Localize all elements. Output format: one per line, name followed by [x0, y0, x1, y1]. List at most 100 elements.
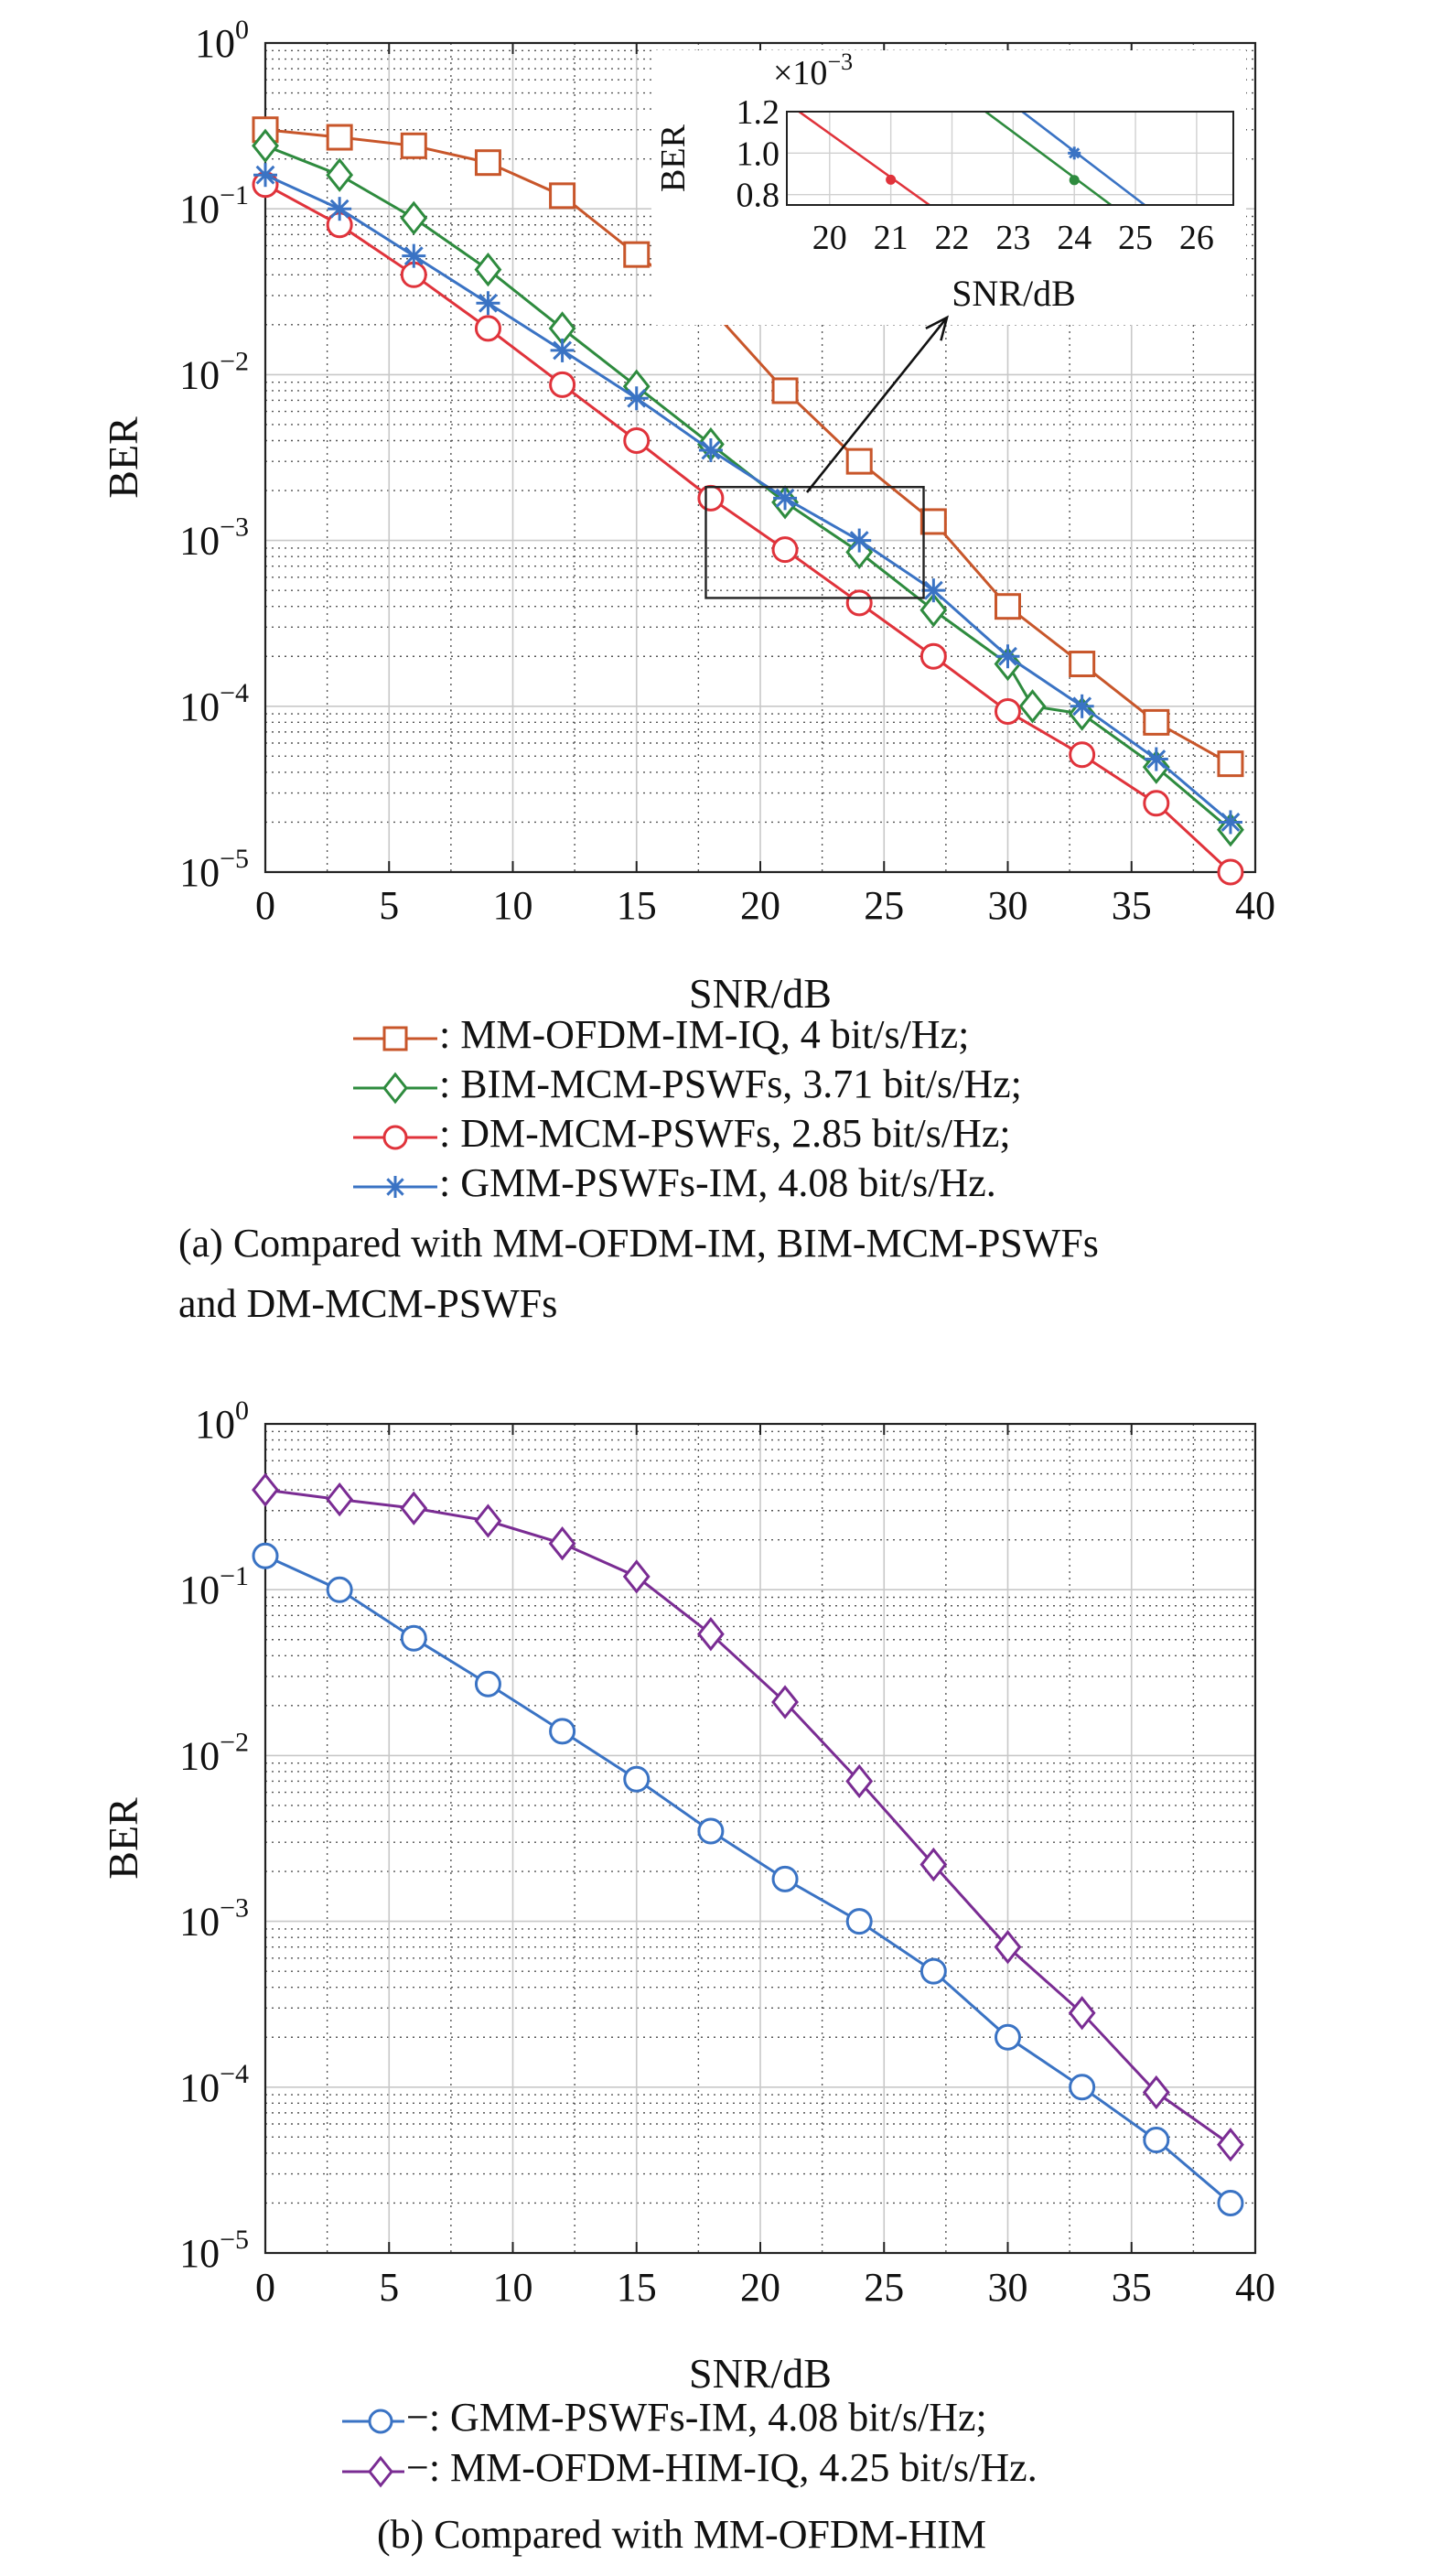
data-point — [1219, 860, 1242, 884]
data-point — [476, 291, 500, 315]
data-point — [625, 429, 649, 453]
inset-x-tick-label: 23 — [995, 219, 1030, 257]
legend-item: −: GMM-PSWFs-IM, 4.08 bit/s/Hz; — [340, 2396, 1347, 2447]
inset-x-axis-label: SNR/dB — [952, 273, 1076, 314]
x-tick-label: 10 — [493, 2265, 533, 2310]
data-point — [253, 1475, 277, 1505]
legend-marker — [384, 1176, 406, 1198]
data-point — [476, 1672, 500, 1696]
x-tick-label: 25 — [864, 883, 904, 928]
data-point — [996, 595, 1020, 619]
data-point — [699, 1619, 723, 1649]
series-0 — [253, 1544, 1242, 2215]
data-point — [253, 1544, 277, 1568]
inset-y-tick-label: 1.0 — [737, 135, 780, 173]
data-point — [921, 644, 945, 668]
data-point — [1145, 2129, 1168, 2152]
x-tick-label: 30 — [988, 883, 1028, 928]
data-point — [847, 591, 871, 615]
data-point — [625, 243, 649, 266]
data-point — [847, 1910, 871, 1934]
data-point — [1145, 748, 1168, 771]
y-tick-label: 10−3 — [179, 1893, 249, 1945]
x-tick-label: 35 — [1112, 2265, 1152, 2310]
data-point — [773, 1867, 797, 1891]
data-point — [1070, 652, 1094, 676]
legend-swatch — [351, 1062, 443, 1114]
data-point — [551, 372, 575, 396]
y-tick-label: 10−2 — [179, 346, 249, 397]
chart-b: 0 5 10 15 20 25 30 35 4010010−110−210−310−410−5S… — [100, 1396, 1275, 2397]
data-point — [773, 538, 797, 562]
x-tick-label: 15 — [617, 2265, 657, 2310]
x-axis-label: SNR/dB — [689, 2350, 832, 2397]
data-point — [625, 1767, 649, 1791]
inset-y-tick-label: 0.8 — [737, 177, 780, 215]
legend-marker — [384, 1126, 406, 1148]
data-point — [551, 1528, 575, 1558]
legend-label: : BIM-MCM-PSWFs, 3.71 bit/s/Hz; — [439, 1061, 1022, 1107]
data-point — [402, 244, 425, 268]
data-point — [1219, 2191, 1242, 2215]
legend-label: −: GMM-PSWFs-IM, 4.08 bit/s/Hz; — [406, 2394, 987, 2441]
y-tick-label: 10−5 — [179, 844, 249, 895]
data-point — [996, 644, 1020, 668]
legend-item: : BIM-MCM-PSWFs, 3.71 bit/s/Hz; — [351, 1062, 1358, 1114]
data-point — [402, 134, 425, 157]
caption-a-line2: and DM-MCM-PSWFs — [178, 1277, 557, 1331]
x-tick-label: 35 — [1112, 883, 1152, 928]
series-1 — [253, 1475, 1242, 2160]
y-tick-label: 10−4 — [179, 2059, 249, 2110]
data-point — [773, 379, 797, 403]
legend-marker — [384, 1028, 406, 1050]
data-point — [1145, 792, 1168, 815]
data-point — [625, 386, 649, 410]
inset-data-point — [887, 175, 896, 184]
caption-a-line1: (a) Compared with MM-OFDM-IM, BIM-MCM-PS… — [178, 1217, 1099, 1270]
data-point — [921, 578, 945, 602]
y-tick-label: 10−3 — [179, 512, 249, 564]
legend-item: : GMM-PSWFs-IM, 4.08 bit/s/Hz. — [351, 1161, 1358, 1213]
data-point — [1219, 810, 1242, 834]
legend-swatch — [351, 1013, 443, 1064]
chart-a: 0 5 10 15 20 25 30 35 4010010−110−210−310−410−5S… — [100, 15, 1275, 1017]
y-axis-label: BER — [100, 416, 146, 499]
x-tick-label: 5 — [379, 2265, 399, 2310]
data-point — [1070, 743, 1094, 767]
data-point — [253, 163, 277, 187]
legend-marker — [384, 1074, 406, 1102]
data-point — [328, 197, 351, 221]
x-axis-label: SNR/dB — [689, 970, 832, 1017]
legend-label: −: MM-OFDM-HIM-IQ, 4.25 bit/s/Hz. — [406, 2444, 1038, 2491]
data-point — [847, 449, 871, 473]
data-point — [1219, 752, 1242, 776]
x-tick-label: 40 — [1235, 2265, 1275, 2310]
inset-x-tick-label: 25 — [1118, 219, 1153, 257]
data-point — [921, 1959, 945, 1983]
data-point — [402, 203, 425, 233]
inset-x-tick-label: 20 — [812, 219, 847, 257]
y-tick-label: 100 — [195, 15, 249, 66]
legend-label: : DM-MCM-PSWFs, 2.85 bit/s/Hz; — [439, 1110, 1011, 1157]
y-tick-label: 10−1 — [179, 180, 249, 232]
legend-item: : DM-MCM-PSWFs, 2.85 bit/s/Hz; — [351, 1112, 1358, 1163]
data-point — [328, 160, 351, 190]
inset-y-tick-label: 1.2 — [737, 93, 780, 132]
legend-label: : GMM-PSWFs-IM, 4.08 bit/s/Hz. — [439, 1159, 996, 1206]
y-tick-label: 10−4 — [179, 678, 249, 729]
x-tick-label: 20 — [740, 2265, 780, 2310]
zoom-box — [705, 487, 923, 598]
data-point — [1219, 2129, 1242, 2160]
data-point — [996, 700, 1020, 724]
x-tick-label: 0 — [255, 2265, 275, 2310]
data-point — [328, 1578, 351, 1601]
data-point — [476, 317, 500, 340]
series-line — [265, 1556, 1231, 2203]
data-point — [847, 529, 871, 553]
legend-item: −: MM-OFDM-HIM-IQ, 4.25 bit/s/Hz. — [340, 2446, 1347, 2497]
x-tick-label: 10 — [493, 883, 533, 928]
data-point — [402, 1493, 425, 1524]
inset-y-axis-label: BER — [654, 124, 693, 192]
series-line — [265, 1490, 1231, 2145]
data-point — [551, 1719, 575, 1743]
